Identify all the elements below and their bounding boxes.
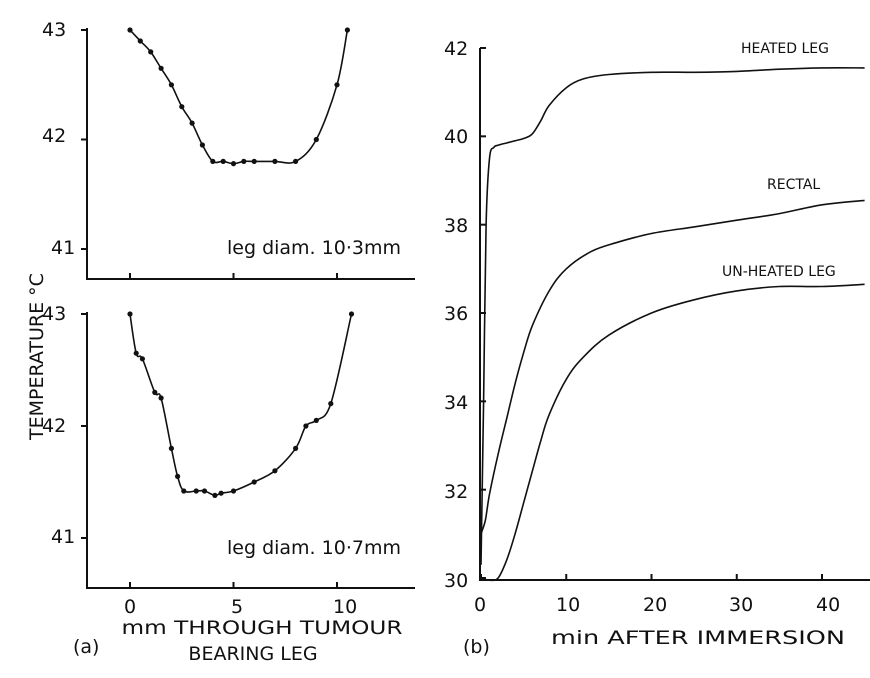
data-point (230, 488, 237, 494)
panel-a-xtick-label: 0 (124, 596, 136, 618)
panel-a-top-ticks (81, 29, 338, 279)
panel-b-label: (b) (463, 636, 490, 658)
panel-b-xtick-label: 10 (556, 594, 580, 616)
panel-b-axes (479, 48, 870, 581)
data-point (293, 158, 299, 164)
data-point (212, 492, 218, 498)
series-rectal (480, 199, 865, 535)
data-point (293, 445, 299, 451)
panel-b-ytick-label: 36 (444, 303, 468, 325)
panel-a-top-ytick-label: 42 (42, 125, 66, 147)
panel-b-ytick-label: 34 (444, 392, 468, 414)
panel-a-label: (a) (73, 636, 99, 658)
panel-b-xtick-label: 40 (816, 594, 840, 616)
data-point (168, 445, 174, 451)
panel-b-ytick-label: 42 (444, 38, 468, 60)
data-point (344, 27, 350, 33)
panel-a-bottom-ytick-label: 41 (51, 526, 75, 548)
panel-a-bottom-ticks (81, 313, 338, 588)
panel-a-xtick-label: 10 (333, 596, 357, 618)
data-point (127, 311, 133, 317)
data-point (168, 82, 174, 88)
data-point (189, 120, 195, 126)
data-point (272, 468, 278, 474)
panel-b-ytick-label: 32 (444, 481, 468, 503)
data-point (230, 161, 237, 167)
panel-a-bottom: 43 42 41 0 5 10 leg diam. 10·7mm (42, 303, 415, 618)
panel-b-xtick-label: 20 (643, 594, 667, 616)
panel-a-xlabel: mm THROUGH TUMOUR (122, 617, 403, 639)
panel-a-top-ytick-label: 43 (42, 19, 66, 41)
panel-a-top: 43 42 41 leg diam. 10·3mm (42, 19, 415, 280)
data-point (251, 158, 257, 164)
panel-a-top-points (127, 27, 350, 167)
data-point (303, 423, 309, 429)
data-point (137, 38, 143, 44)
data-point (210, 158, 216, 164)
data-point (218, 490, 224, 496)
panel-a-bottom-points (127, 311, 355, 498)
data-point (328, 401, 334, 407)
panel-b-xlabel: min AFTER IMMERSION (551, 627, 845, 649)
data-point (272, 158, 278, 164)
series-un-heated-leg (480, 283, 865, 582)
panel-a-xlabel-line2: BEARING LEG (188, 643, 317, 665)
panel-b-ytick-label: 30 (444, 570, 468, 592)
panel-b: 42 40 38 36 34 32 30 0 10 20 30 40 HEATE… (444, 38, 870, 658)
data-point (201, 488, 208, 494)
data-point (148, 49, 154, 55)
panel-a-ylabel: TEMPERATURE °C (26, 273, 48, 441)
panel-a-top-ytick-label: 41 (51, 237, 75, 259)
panel-a-top-axes (86, 28, 415, 280)
panel-a-top-annotation: leg diam. 10·3mm (227, 237, 401, 259)
data-point (175, 473, 181, 479)
data-point (241, 158, 247, 164)
data-point (348, 311, 355, 317)
panel-b-ytick-label: 40 (444, 126, 468, 148)
data-point (152, 389, 158, 395)
panel-a-bottom-ytick-label: 42 (42, 415, 66, 437)
data-point (313, 136, 319, 143)
data-point (133, 350, 139, 356)
data-point (251, 479, 257, 485)
data-point (127, 27, 133, 33)
data-point (220, 158, 226, 164)
panel-a-xtick-label: 5 (231, 596, 243, 618)
data-point (158, 395, 164, 401)
panel-b-xtick-label: 0 (474, 594, 486, 616)
panel-a-bottom-ytick-label: 43 (42, 303, 66, 325)
series-label-rectal: RECTAL (767, 177, 820, 193)
series-heated-leg (480, 67, 865, 565)
panel-a-top-curve (129, 29, 349, 165)
panel-b-xtick-label: 30 (729, 594, 753, 616)
panel-a-bottom-annotation: leg diam. 10·7mm (227, 537, 401, 559)
data-point (181, 488, 187, 494)
panel-b-ytick-label: 38 (444, 215, 468, 237)
data-point (313, 417, 319, 423)
data-point (179, 104, 185, 110)
data-point (139, 356, 145, 362)
data-point (199, 142, 205, 148)
data-point (193, 488, 199, 494)
series-label-heated-leg: HEATED LEG (741, 41, 829, 57)
panel-a-bottom-curve (129, 313, 353, 497)
data-point (158, 65, 164, 71)
panel-a-bottom-axes (86, 312, 415, 589)
series-label-un-heated-leg: UN-HEATED LEG (722, 264, 836, 280)
data-point (334, 82, 340, 88)
